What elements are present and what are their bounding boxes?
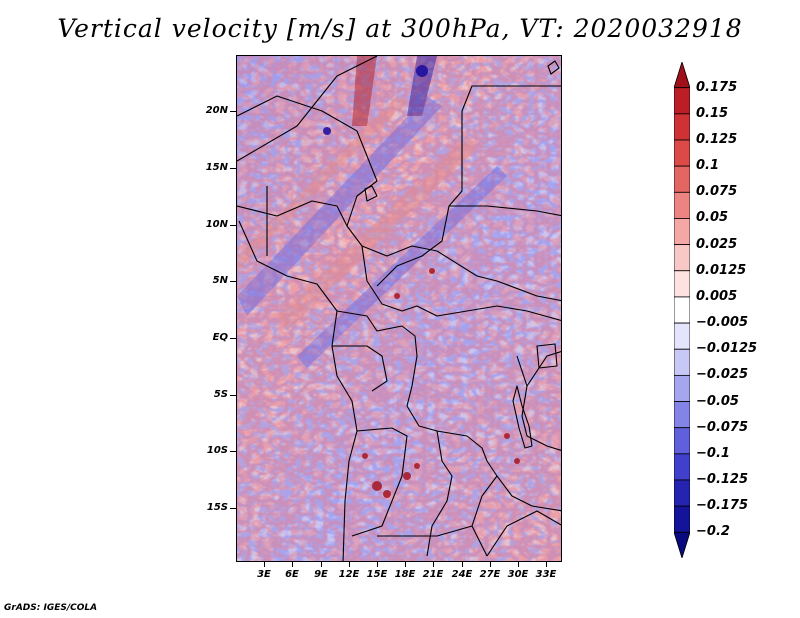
lon-tick — [490, 562, 491, 567]
colorbar-arrow-bottom — [674, 531, 690, 558]
colorbar-bin — [674, 453, 690, 481]
colorbar-bin — [674, 270, 690, 298]
lon-tick — [518, 562, 519, 567]
colorbar-label: 0.175 — [696, 79, 738, 95]
colorbar-label: 0.1 — [696, 158, 720, 174]
lat-tick — [230, 395, 236, 396]
lon-label-33e: 33E — [535, 569, 557, 580]
colorbar-label: 0.025 — [696, 236, 738, 252]
colorbar-label: 0.075 — [696, 184, 738, 200]
colorbar-bin — [674, 427, 690, 455]
credit-text: GrADS: IGES/COLA — [4, 603, 98, 613]
colorbar-label: −0.075 — [696, 419, 749, 435]
colorbar-bin — [674, 374, 690, 402]
plot-title: Vertical velocity [m/s] at 300hPa, VT: 2… — [57, 14, 743, 43]
lat-label-15s: 15S — [206, 502, 228, 513]
colorbar-bin — [674, 139, 690, 167]
map-panel — [236, 55, 562, 562]
colorbar-bin — [674, 401, 690, 429]
lon-tick — [433, 562, 434, 567]
colorbar-label: 0.125 — [696, 132, 738, 147]
lat-label-5n: 5N — [212, 275, 228, 286]
lat-label-20n: 20N — [205, 105, 228, 116]
colorbar-bin — [674, 244, 690, 272]
lon-label-3e: 3E — [257, 569, 271, 580]
lat-label-5s: 5S — [213, 389, 228, 400]
lat-tick — [230, 111, 236, 112]
colorbar-label: −0.005 — [696, 315, 749, 331]
lon-tick — [462, 562, 463, 567]
lon-label-18e: 18E — [394, 569, 416, 580]
colorbar-label: −0.2 — [696, 524, 730, 540]
colorbar-label: −0.025 — [696, 367, 749, 383]
lon-tick — [405, 562, 406, 567]
lon-label-6e: 6E — [285, 569, 299, 580]
colorbar-label: 0.005 — [696, 288, 738, 304]
lon-tick — [546, 562, 547, 567]
colorbar-bin — [674, 296, 690, 324]
lat-label-15n: 15N — [205, 162, 228, 173]
colorbar-bin — [674, 505, 690, 533]
colorbar-bin — [674, 191, 690, 219]
lon-tick — [264, 562, 265, 567]
colorbar-label: −0.1 — [696, 445, 730, 461]
colorbar — [674, 62, 690, 558]
lon-tick — [349, 562, 350, 567]
colorbar-bin — [674, 348, 690, 376]
colorbar-label: 0.15 — [696, 105, 729, 121]
lat-tick — [230, 225, 236, 226]
colorbar-bin — [674, 113, 690, 141]
lat-tick — [230, 451, 236, 452]
colorbar-bin — [674, 165, 690, 193]
colorbar-label: 0.05 — [696, 210, 729, 226]
lat-tick — [230, 508, 236, 509]
colorbar-label: −0.05 — [696, 393, 739, 409]
lon-label-27e: 27E — [479, 569, 501, 580]
colorbar-bin — [674, 218, 690, 246]
lon-label-30e: 30E — [507, 569, 529, 580]
colorbar-bin — [674, 322, 690, 350]
colorbar-bin — [674, 87, 690, 115]
lon-tick — [377, 562, 378, 567]
lat-tick — [230, 338, 236, 339]
lat-label-10s: 10S — [206, 445, 228, 456]
colorbar-label: 0.0125 — [696, 262, 747, 278]
colorbar-bin — [674, 479, 690, 507]
lon-label-24e: 24E — [451, 569, 473, 580]
colorbar-arrow-top — [674, 62, 690, 89]
lat-label-eq: EQ — [212, 332, 228, 343]
lon-label-12e: 12E — [338, 569, 360, 580]
colorbar-label: −0.0125 — [696, 341, 758, 357]
lon-label-15e: 15E — [366, 569, 388, 580]
lon-tick — [321, 562, 322, 567]
colorbar-label: −0.125 — [696, 471, 749, 487]
lat-tick — [230, 281, 236, 282]
colorbar-label: −0.175 — [696, 498, 749, 514]
vertical-velocity-field — [237, 56, 561, 561]
lon-label-9e: 9E — [314, 569, 328, 580]
lat-tick — [230, 168, 236, 169]
lon-tick — [292, 562, 293, 567]
lon-label-21e: 21E — [422, 569, 444, 580]
lat-label-10n: 10N — [205, 219, 228, 230]
